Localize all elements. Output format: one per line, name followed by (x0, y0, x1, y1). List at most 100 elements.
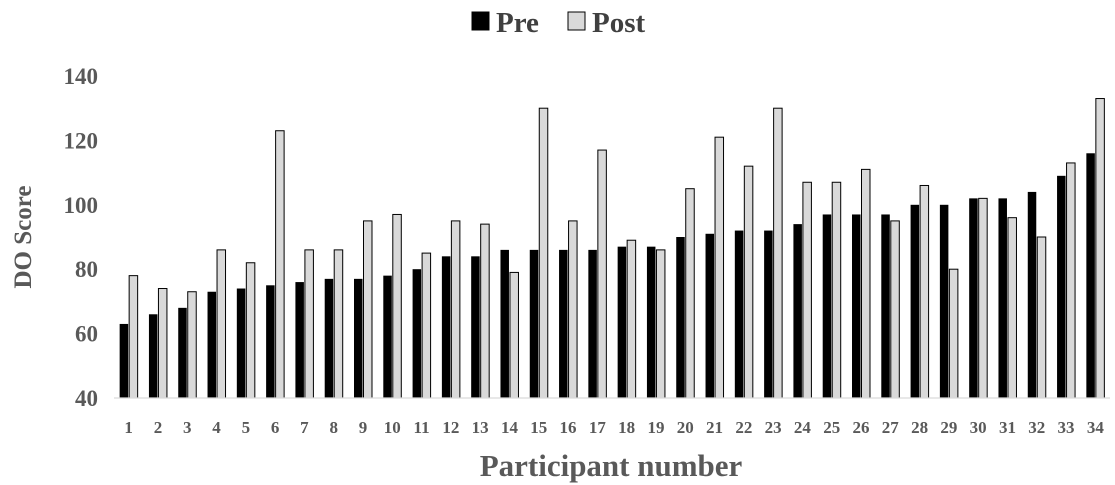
bar-pre-14 (500, 249, 509, 398)
legend-swatch-pre (471, 11, 490, 31)
x-tick-label: 14 (501, 418, 519, 437)
bar-pre-26 (852, 214, 861, 398)
bar-pre-9 (354, 278, 363, 398)
y-tick-label: 120 (64, 128, 99, 153)
bar-pre-21 (705, 233, 715, 398)
x-tick-label: 18 (618, 418, 635, 437)
bar-post-30 (978, 197, 988, 399)
bar-post-29 (948, 268, 959, 399)
bar-pre-10 (383, 275, 392, 398)
x-tick-label: 10 (384, 418, 401, 437)
bar-pre-15 (529, 249, 539, 398)
bar-post-22 (743, 165, 754, 399)
bar-pre-34 (1086, 153, 1095, 398)
x-tick-label: 4 (212, 418, 221, 437)
bar-pre-3 (178, 307, 187, 398)
bar-pre-24 (793, 224, 802, 398)
y-tick-label: 80 (75, 257, 98, 282)
x-tick-label: 9 (359, 418, 368, 437)
x-tick-label: 30 (970, 418, 987, 437)
bar-pre-6 (266, 285, 275, 398)
bar-pre-30 (969, 198, 978, 398)
y-tick-label: 40 (75, 386, 98, 411)
bar-pre-2 (148, 314, 158, 398)
bar-post-19 (655, 249, 666, 399)
bar-pre-28 (910, 204, 920, 398)
x-tick-label: 12 (442, 418, 459, 437)
bar-post-8 (333, 249, 344, 399)
bar-post-20 (685, 188, 695, 399)
y-axis-title: DO Score (10, 186, 37, 289)
bar-pre-27 (881, 214, 890, 398)
bar-pre-25 (822, 214, 832, 398)
x-tick-label: 25 (823, 418, 840, 437)
bar-post-13 (480, 223, 490, 399)
x-tick-label: 24 (794, 418, 812, 437)
x-tick-label: 34 (1087, 418, 1105, 437)
x-tick-label: 13 (472, 418, 489, 437)
bar-post-3 (187, 291, 197, 399)
bar-pre-16 (559, 249, 568, 398)
bar-post-15 (538, 107, 549, 399)
bar-post-16 (568, 220, 578, 399)
x-tick-label: 26 (853, 418, 870, 437)
bar-post-18 (626, 239, 637, 399)
bar-post-23 (773, 107, 783, 399)
x-tick-label: 2 (154, 418, 163, 437)
bar-post-4 (216, 249, 227, 399)
bar-pre-31 (998, 198, 1007, 398)
y-axis-ticks: 40 60 80 100 120 140 (64, 64, 99, 411)
x-tick-label: 21 (706, 418, 723, 437)
x-tick-label: 23 (765, 418, 782, 437)
bar-pre-5 (236, 288, 246, 398)
legend-label-post: Post (592, 7, 646, 39)
bar-pre-18 (617, 246, 627, 398)
bar-pre-8 (324, 278, 334, 398)
bar-post-21 (714, 136, 725, 399)
x-tick-label: 8 (329, 418, 338, 437)
x-tick-label: 6 (271, 418, 280, 437)
y-tick-label: 140 (64, 64, 99, 89)
bar-post-17 (597, 149, 607, 399)
x-tick-label: 16 (560, 418, 577, 437)
x-tick-label: 5 (242, 418, 251, 437)
bar-post-10 (392, 213, 402, 399)
x-axis-title: Participant number (480, 448, 743, 483)
bar-post-1 (128, 275, 139, 399)
bar-post-28 (919, 184, 930, 399)
bar-pre-4 (207, 291, 217, 398)
x-tick-label: 19 (647, 418, 664, 437)
bar-post-34 (1095, 98, 1105, 399)
bar-post-31 (1007, 217, 1017, 399)
bar-pre-17 (588, 249, 597, 398)
x-tick-label: 28 (911, 418, 928, 437)
x-axis-ticks: 1 2 3 4 5 6 7 8 9 10 11 12 13 14 15 16 17 18 19 20 21 22 23 24 2… (124, 418, 1104, 437)
bar-post-24 (802, 181, 812, 399)
bar-post-9 (363, 220, 373, 399)
bar-pre-11 (412, 269, 422, 398)
y-tick-label: 100 (64, 193, 99, 218)
x-tick-label: 7 (300, 418, 309, 437)
x-tick-label: 3 (183, 418, 192, 437)
bars (119, 98, 1105, 399)
bar-pre-19 (646, 246, 656, 398)
bar-pre-29 (939, 204, 949, 398)
y-tick-label: 60 (75, 322, 98, 347)
bar-post-12 (450, 220, 461, 399)
bar-post-7 (304, 249, 314, 399)
legend-swatch-post (567, 11, 586, 31)
bar-pre-33 (1057, 175, 1066, 398)
bar-post-32 (1036, 236, 1047, 399)
x-tick-label: 27 (882, 418, 900, 437)
bar-post-26 (861, 168, 871, 399)
x-tick-label: 11 (414, 418, 430, 437)
x-tick-label: 31 (999, 418, 1016, 437)
x-tick-label: 1 (124, 418, 133, 437)
bar-pre-1 (119, 323, 129, 398)
x-tick-label: 17 (589, 418, 607, 437)
bar-post-27 (890, 220, 900, 399)
bar-post-14 (509, 271, 519, 399)
bar-pre-12 (441, 256, 451, 398)
bar-pre-22 (734, 230, 744, 398)
